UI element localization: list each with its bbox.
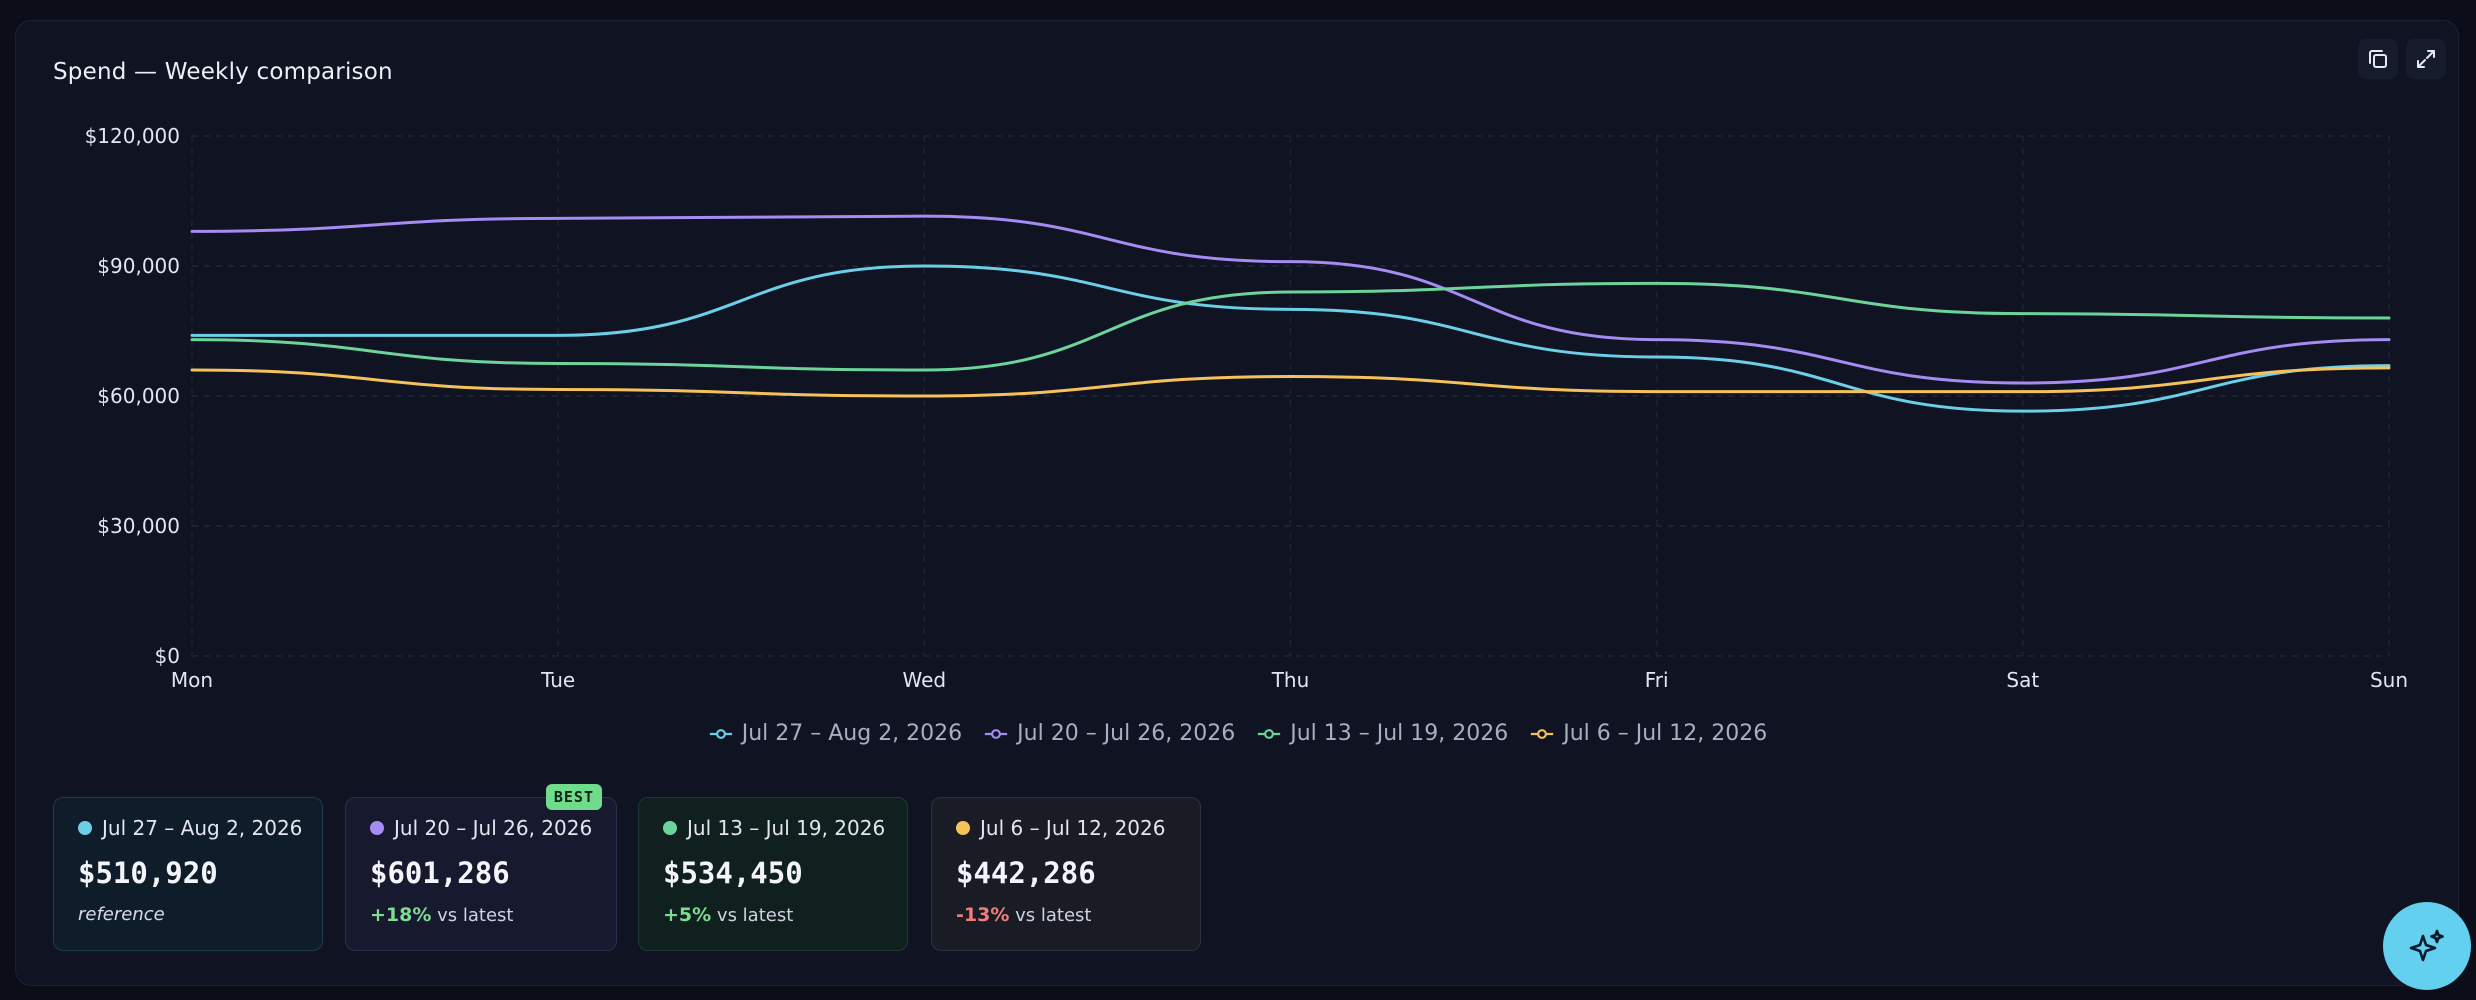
expand-button[interactable] (2406, 39, 2446, 79)
series-dot-icon (663, 821, 677, 835)
delta-caption: vs latest (437, 905, 514, 926)
card-range-label: Jul 27 – Aug 2, 2026 (102, 816, 303, 840)
card-range-label: Jul 20 – Jul 26, 2026 (394, 816, 593, 840)
delta-caption: vs latest (716, 905, 794, 926)
x-tick-label: Tue (540, 668, 575, 692)
card-subtext: -13% vs latest (956, 904, 1091, 926)
chart-legend: Jul 27 – Aug 2, 2026 Jul 20 – Jul 26, 20… (16, 721, 2458, 746)
legend-swatch-icon (985, 728, 1008, 739)
legend-swatch-icon (1531, 728, 1554, 739)
card-subtext: reference (78, 904, 165, 925)
card-total: $534,450 (663, 856, 803, 890)
card-total: $601,286 (370, 856, 510, 890)
card-total: $510,920 (78, 856, 218, 890)
legend-label: Jul 20 – Jul 26, 2026 (1017, 721, 1236, 746)
copy-icon (2369, 50, 2387, 68)
series-line-1 (190, 264, 2391, 413)
delta-value: -13% (956, 904, 1010, 926)
summary-card[interactable]: Jul 6 – Jul 12, 2026 $442,286 -13% vs la… (931, 797, 1201, 951)
chart-panel: Spend — Weekly comparison $0 $30,000 $60,0… (15, 20, 2459, 986)
copy-button[interactable] (2358, 39, 2398, 79)
series-line-3 (190, 281, 2391, 372)
legend-swatch-icon (709, 728, 732, 739)
summary-card[interactable]: Jul 13 – Jul 19, 2026 $534,450 +5% vs la… (638, 797, 908, 951)
card-range: Jul 20 – Jul 26, 2026 (370, 816, 592, 840)
card-range: Jul 27 – Aug 2, 2026 (78, 816, 302, 840)
x-tick-label: Sun (2370, 668, 2408, 692)
line-chart: $0 $30,000 $60,000 $90,000 $120,000 Mon Tue Wed… (85, 124, 2408, 692)
y-tick-label: $30,000 (97, 514, 180, 538)
legend-item[interactable]: Jul 6 – Jul 12, 2026 (1528, 721, 1767, 746)
card-range: Jul 13 – Jul 19, 2026 (663, 816, 885, 840)
card-subtext: +18% vs latest (370, 904, 514, 926)
legend-label: Jul 27 – Aug 2, 2026 (741, 721, 963, 746)
summary-card[interactable]: Jul 27 – Aug 2, 2026 $510,920 reference (53, 797, 323, 951)
x-tick-label: Sat (2006, 668, 2039, 692)
summary-card[interactable]: BEST Jul 20 – Jul 26, 2026 $601,286 +18%… (345, 784, 617, 951)
card-range-label: Jul 13 – Jul 19, 2026 (687, 816, 886, 840)
y-tick-label: $0 (155, 644, 180, 668)
x-tick-label: Thu (1271, 668, 1310, 692)
x-tick-label: Wed (903, 668, 947, 692)
series-line-2 (190, 214, 2391, 385)
legend-label: Jul 13 – Jul 19, 2026 (1290, 721, 1509, 746)
card-total: $442,286 (956, 856, 1096, 890)
series-dot-icon (370, 821, 384, 835)
card-range: Jul 6 – Jul 12, 2026 (956, 816, 1165, 840)
x-tick-label: Fri (1645, 668, 1669, 692)
delta-value: +5% (663, 904, 712, 926)
card-range-label: Jul 6 – Jul 12, 2026 (980, 816, 1166, 840)
card-subtext: +5% vs latest (663, 904, 793, 926)
chart-title: Spend — Weekly comparison (53, 59, 393, 85)
y-tick-label: $90,000 (97, 254, 180, 278)
delta-value: +18% (370, 904, 432, 926)
y-tick-label: $60,000 (97, 384, 180, 408)
legend-item[interactable]: Jul 27 – Aug 2, 2026 (707, 721, 962, 746)
sparkle-icon (2409, 929, 2444, 962)
delta-caption: vs latest (1015, 905, 1092, 926)
x-tick-label: Mon (171, 668, 213, 692)
series-dot-icon (956, 821, 970, 835)
best-badge: BEST (545, 784, 602, 810)
legend-item[interactable]: Jul 13 – Jul 19, 2026 (1255, 721, 1508, 746)
assistant-button[interactable] (2383, 902, 2471, 990)
legend-item[interactable]: Jul 20 – Jul 26, 2026 (982, 721, 1235, 746)
series-dot-icon (78, 821, 92, 835)
y-tick-label: $120,000 (85, 124, 180, 148)
legend-label: Jul 6 – Jul 12, 2026 (1563, 721, 1768, 746)
legend-swatch-icon (1258, 728, 1281, 739)
expand-icon (2417, 50, 2435, 68)
reference-caption: reference (78, 904, 165, 925)
